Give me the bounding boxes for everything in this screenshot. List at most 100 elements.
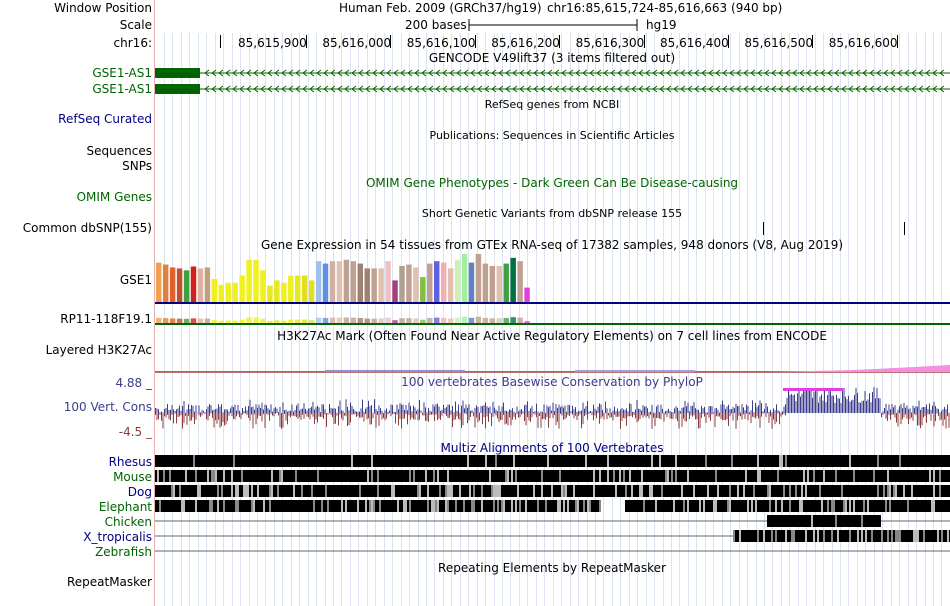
gtex-bar-rp11[interactable] [315, 317, 322, 323]
gtex-bar-rp11[interactable] [357, 317, 363, 323]
gencode-transcript-2[interactable] [155, 83, 950, 95]
gtex-bar[interactable] [281, 282, 287, 302]
omim-title[interactable]: OMIM Gene Phenotypes - Dark Green Can Be… [365, 176, 739, 190]
gtex-bar[interactable] [357, 263, 363, 302]
gtex-bar-rp11[interactable] [413, 318, 419, 323]
multiz-species-rhesus[interactable]: Rhesus [108, 455, 152, 469]
gtex-bar-rp11[interactable] [399, 318, 405, 324]
h3k27ac-label[interactable]: Layered H3K27Ac [45, 343, 152, 357]
gtex-bar[interactable] [392, 280, 398, 302]
gtex-bar[interactable] [211, 278, 218, 302]
gtex-bar-rp11[interactable] [183, 318, 190, 323]
gtex-bar-rp11[interactable] [274, 320, 280, 323]
gtex-bar-rp11[interactable] [406, 318, 412, 323]
gtex-bar-rp11[interactable] [288, 319, 294, 323]
gtex-bar-rp11[interactable] [517, 317, 523, 323]
gtex-bar[interactable] [496, 266, 502, 302]
gtex-bar-rp11[interactable] [204, 318, 211, 323]
gtex-bar[interactable] [288, 275, 294, 302]
gencode-item-label-1[interactable]: GSE1-AS1 [92, 66, 152, 80]
multiz-species-dog[interactable]: Dog [127, 485, 152, 499]
gtex-bar-rp11[interactable] [267, 320, 273, 323]
conservation-label[interactable]: 100 Vert. Cons [63, 400, 152, 414]
gtex-bar-rp11[interactable] [281, 320, 287, 323]
gtex-bar-rp11[interactable] [385, 317, 391, 323]
multiz-species-chicken[interactable]: Chicken [104, 515, 152, 529]
gtex-bar-rp11[interactable] [461, 316, 468, 323]
gtex-bar[interactable] [239, 275, 245, 302]
gtex-expression-bars[interactable] [155, 252, 950, 328]
gtex-bar[interactable] [482, 263, 489, 302]
gtex-bar-rp11[interactable] [447, 318, 454, 323]
gtex-bar-rp11[interactable] [197, 318, 204, 323]
dbsnp-title[interactable]: Short Genetic Variants from dbSNP releas… [421, 207, 683, 220]
gtex-bar-rp11[interactable] [295, 319, 301, 323]
gtex-bar[interactable] [406, 264, 412, 302]
gtex-bar[interactable] [517, 261, 523, 302]
gtex-bar-rp11[interactable] [301, 319, 308, 323]
gtex-bar-rp11[interactable] [434, 317, 440, 323]
gtex-bar[interactable] [454, 259, 461, 302]
gtex-bar[interactable] [162, 264, 169, 302]
conservation-title[interactable]: 100 vertebrates Basewise Conservation by… [401, 375, 703, 389]
gtex-bar-rp11[interactable] [169, 318, 176, 323]
h3k27ac-signal[interactable] [155, 362, 950, 376]
gtex-bar[interactable] [267, 285, 273, 302]
gtex-bar[interactable] [461, 254, 468, 302]
gtex-bar[interactable] [260, 270, 266, 302]
gtex-bar-rp11[interactable] [218, 320, 224, 323]
gtex-bar[interactable] [489, 266, 496, 302]
publications-title[interactable]: Publications: Sequences in Scientific Ar… [429, 129, 675, 142]
gtex-bar[interactable] [169, 267, 176, 302]
gtex-gene2-label[interactable]: RP11-118F19.1 [60, 312, 152, 326]
gtex-bar[interactable] [475, 254, 482, 302]
multiz-species-mouse[interactable]: Mouse [113, 470, 152, 484]
gtex-bar-rp11[interactable] [454, 317, 461, 323]
gtex-bar[interactable] [468, 262, 475, 302]
gtex-bar-rp11[interactable] [232, 320, 238, 323]
gtex-bar[interactable] [246, 259, 252, 302]
gtex-bar-rp11[interactable] [503, 317, 509, 323]
gtex-bar[interactable] [364, 268, 370, 302]
gtex-bar-rp11[interactable] [239, 319, 245, 323]
gtex-bar-rp11[interactable] [350, 317, 357, 323]
gtex-bar[interactable] [308, 280, 315, 302]
repeatmasker-title[interactable]: Repeating Elements by RepeatMasker [438, 561, 666, 575]
multiz-alignments[interactable] [155, 455, 950, 559]
gtex-bar[interactable] [232, 282, 238, 302]
gtex-bar[interactable] [413, 267, 419, 302]
publications-snps-label[interactable]: SNPs [122, 159, 152, 173]
gtex-bar-rp11[interactable] [162, 318, 169, 323]
gtex-bar-rp11[interactable] [475, 316, 482, 323]
gencode-item-label-2[interactable]: GSE1-AS1 [92, 82, 152, 96]
gtex-bar[interactable] [336, 261, 343, 302]
gencode-title[interactable]: GENCODE V49lift37 (3 items filtered out) [428, 51, 676, 65]
multiz-species-xtropicalis[interactable]: X_tropicalis [83, 530, 152, 544]
gtex-bar[interactable] [156, 262, 162, 302]
conservation-signal[interactable] [155, 386, 950, 438]
multiz-species-elephant[interactable]: Elephant [98, 500, 152, 514]
gtex-bar[interactable] [524, 287, 530, 302]
gtex-bar-rp11[interactable] [343, 317, 350, 323]
gtex-bar-rp11[interactable] [489, 318, 496, 324]
h3k27ac-title[interactable]: H3K27Ac Mark (Often Found Near Active Re… [277, 329, 827, 343]
gtex-bar-rp11[interactable] [427, 317, 433, 323]
gtex-bar-rp11[interactable] [378, 318, 384, 323]
gtex-bar[interactable] [301, 275, 308, 302]
gtex-bar-rp11[interactable] [440, 317, 447, 323]
gtex-bar-rp11[interactable] [329, 317, 336, 323]
gtex-bar-rp11[interactable] [420, 319, 426, 323]
gtex-bar[interactable] [385, 261, 391, 302]
gtex-bar-rp11[interactable] [211, 319, 218, 323]
gtex-bar-rp11[interactable] [225, 320, 231, 323]
gtex-bar[interactable] [253, 259, 259, 302]
gtex-bar[interactable] [218, 284, 224, 302]
gtex-bar[interactable] [447, 268, 454, 302]
multiz-species-zebrafish[interactable]: Zebrafish [95, 545, 152, 559]
gtex-bar[interactable] [190, 266, 197, 302]
gtex-bar[interactable] [343, 259, 350, 302]
gtex-bar[interactable] [183, 270, 190, 302]
gtex-bar-rp11[interactable] [176, 318, 183, 323]
gtex-bar[interactable] [503, 263, 509, 302]
gtex-bar[interactable] [420, 277, 426, 302]
